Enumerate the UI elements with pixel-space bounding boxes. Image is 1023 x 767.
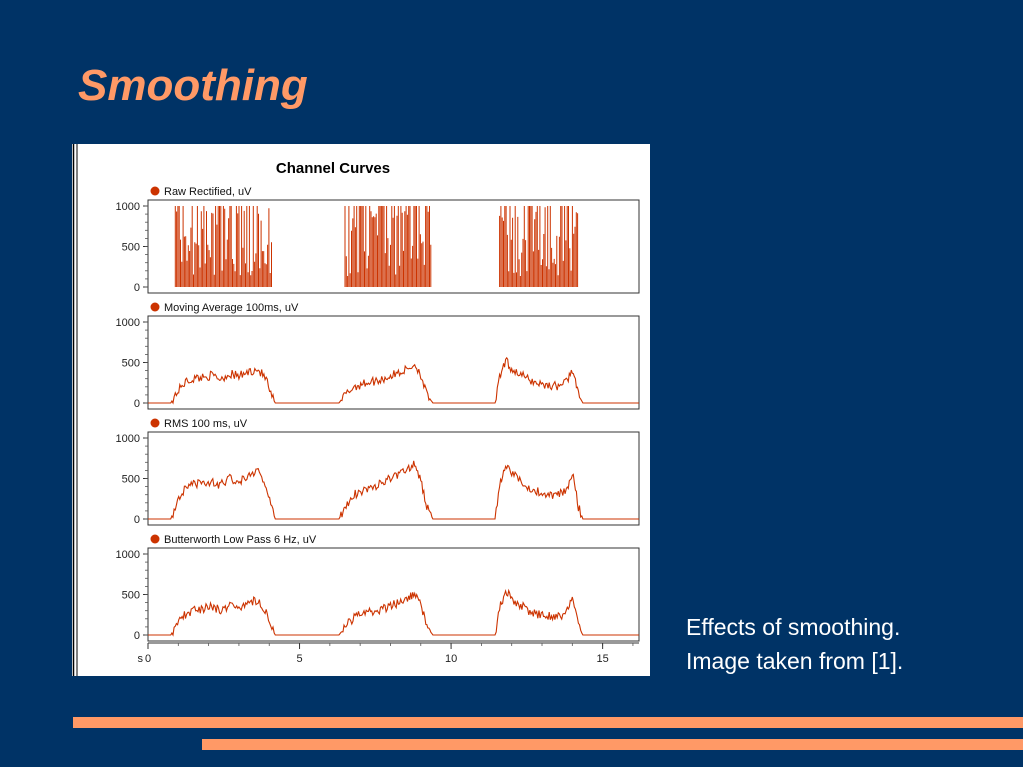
raw-spike-trace <box>174 206 579 287</box>
legend-label: RMS 100 ms, uV <box>164 418 248 430</box>
caption-line-1: Effects of smoothing. <box>686 614 901 640</box>
y-tick-label: 1000 <box>116 201 140 213</box>
panel-frame <box>147 431 640 526</box>
y-tick-label: 500 <box>122 590 140 602</box>
caption: Effects of smoothing. Image taken from [… <box>686 610 903 678</box>
y-tick-label: 500 <box>122 358 140 370</box>
series-line <box>148 460 639 520</box>
x-tick-label: 0 <box>145 653 151 665</box>
x-unit-label: s <box>138 653 144 665</box>
legend-marker <box>150 418 160 428</box>
legend-label: Butterworth Low Pass 6 Hz, uV <box>164 534 317 546</box>
caption-line-2: Image taken from [1]. <box>686 648 904 674</box>
chart-figure: Channel Curves Raw Rectified, uV 0 500 1000 M… <box>72 144 650 676</box>
y-tick-label: 500 <box>122 474 140 486</box>
x-tick-label: 5 <box>296 653 302 665</box>
legend-label: Raw Rectified, uV <box>164 186 252 198</box>
chart-title: Channel Curves <box>276 160 390 177</box>
panel-frame <box>147 315 640 410</box>
legend-marker <box>150 186 160 196</box>
y-tick-label: 1000 <box>116 549 140 561</box>
y-tick-label: 1000 <box>116 433 140 445</box>
y-tick-label: 1000 <box>116 317 140 329</box>
y-tick-label: 0 <box>134 630 140 642</box>
y-tick-label: 500 <box>122 242 140 254</box>
y-tick-label: 0 <box>134 398 140 410</box>
x-tick-label: 15 <box>597 653 609 665</box>
legend-marker <box>150 302 160 312</box>
legend-marker <box>150 534 160 544</box>
x-tick-label: 10 <box>445 653 457 665</box>
slide-title: Smoothing <box>78 61 308 110</box>
y-tick-label: 0 <box>134 514 140 526</box>
footer-bar-long <box>73 717 1023 728</box>
series-line <box>148 356 639 405</box>
footer-bar-short <box>202 739 1023 750</box>
y-tick-label: 0 <box>134 282 140 294</box>
panel-frame <box>147 547 640 642</box>
series-line <box>148 588 639 637</box>
legend-label: Moving Average 100ms, uV <box>164 302 299 314</box>
